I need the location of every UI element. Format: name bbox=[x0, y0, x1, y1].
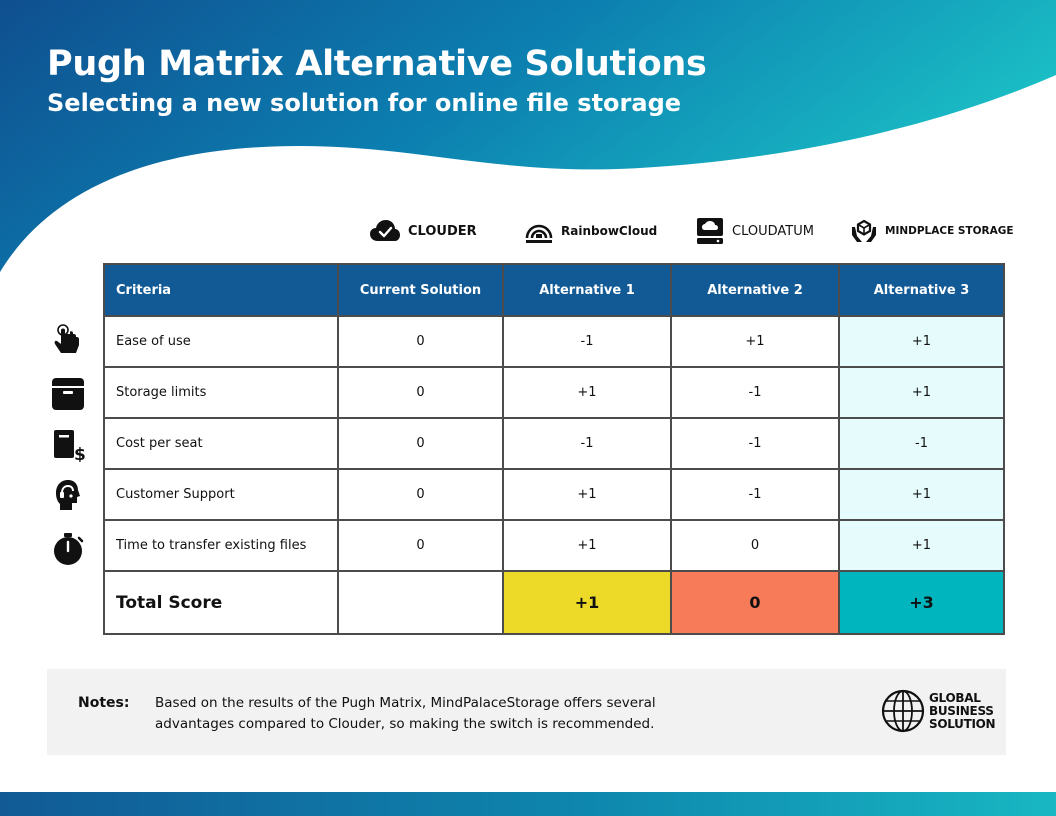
score-cell-alt3: -1 bbox=[838, 417, 1005, 470]
global-business-solution-logo: GLOBAL BUSINESS SOLUTION bbox=[881, 689, 996, 733]
column-header-current-solution: Current Solution bbox=[337, 263, 504, 317]
score-cell-alt3: +1 bbox=[838, 468, 1005, 521]
total-score-current bbox=[337, 570, 504, 635]
total-score-row: Total Score +1 0 +3 bbox=[103, 570, 1005, 635]
score-cell-current: 0 bbox=[337, 417, 504, 470]
score-cell-alt1: +1 bbox=[502, 366, 672, 419]
header-wave-background bbox=[0, 0, 1056, 272]
logo-line: SOLUTION bbox=[929, 716, 996, 731]
column-header-alternative-2: Alternative 2 bbox=[670, 263, 840, 317]
score-cell-alt3: +1 bbox=[838, 315, 1005, 368]
hands-cube-icon bbox=[852, 219, 876, 242]
notes-text: Based on the results of the Pugh Matrix,… bbox=[155, 695, 656, 732]
total-score-label: Total Score bbox=[103, 570, 339, 635]
criteria-cell: Customer Support bbox=[103, 468, 339, 521]
score-cell-current: 0 bbox=[337, 519, 504, 572]
table-header-row: Criteria Current Solution Alternative 1 … bbox=[103, 263, 1005, 317]
column-header-criteria: Criteria bbox=[103, 263, 339, 317]
table-row: Cost per seat 0 -1 -1 -1 bbox=[103, 417, 1005, 470]
score-cell-current: 0 bbox=[337, 468, 504, 521]
pugh-matrix-table: Criteria Current Solution Alternative 1 … bbox=[103, 263, 1005, 635]
brand-rainbowcloud: RainbowCloud bbox=[525, 216, 657, 246]
score-cell-current: 0 bbox=[337, 315, 504, 368]
svg-text:$: $ bbox=[74, 445, 86, 462]
criteria-cell: Ease of use bbox=[103, 315, 339, 368]
criteria-cell: Time to transfer existing files bbox=[103, 519, 339, 572]
cost-dollar-icon: $ bbox=[50, 426, 86, 462]
score-cell-alt1: +1 bbox=[502, 468, 672, 521]
hand-pointer-icon bbox=[50, 322, 86, 358]
brand-clouder: CLOUDER bbox=[370, 216, 477, 246]
brand-name: RainbowCloud bbox=[561, 224, 658, 238]
logo-line: GLOBAL bbox=[929, 690, 981, 705]
brand-name: MINDPLACE STORAGE bbox=[885, 225, 1014, 237]
page-subtitle: Selecting a new solution for online file… bbox=[47, 89, 682, 117]
total-score-alt1: +1 bbox=[502, 570, 672, 635]
criteria-cell: Storage limits bbox=[103, 366, 339, 419]
page-title: Pugh Matrix Alternative Solutions bbox=[47, 44, 707, 84]
rainbow-cloud-icon bbox=[525, 224, 553, 243]
cloud-check-icon bbox=[370, 220, 400, 241]
score-cell-alt3: +1 bbox=[838, 519, 1005, 572]
column-header-alternative-3: Alternative 3 bbox=[838, 263, 1005, 317]
archive-box-icon bbox=[50, 375, 86, 411]
score-cell-alt1: -1 bbox=[502, 417, 672, 470]
table-row: Storage limits 0 +1 -1 +1 bbox=[103, 366, 1005, 419]
total-score-alt3: +3 bbox=[838, 570, 1005, 635]
logo-line: BUSINESS bbox=[929, 703, 994, 718]
brand-name: CLOUDATUM bbox=[732, 223, 814, 239]
brand-mindplace-storage: MINDPLACE STORAGE bbox=[851, 216, 1014, 246]
score-cell-alt1: -1 bbox=[502, 315, 672, 368]
stopwatch-icon bbox=[50, 531, 86, 567]
notes-box: Notes: Based on the results of the Pugh … bbox=[47, 669, 1006, 755]
logo-text: GLOBAL BUSINESS SOLUTION bbox=[929, 690, 996, 731]
column-header-alternative-1: Alternative 1 bbox=[502, 263, 672, 317]
server-cloud-icon bbox=[697, 218, 723, 244]
score-cell-current: 0 bbox=[337, 366, 504, 419]
footer-bar bbox=[0, 792, 1056, 816]
globe-icon bbox=[881, 689, 925, 733]
table-row: Time to transfer existing files 0 +1 0 +… bbox=[103, 519, 1005, 572]
criteria-cell: Cost per seat bbox=[103, 417, 339, 470]
score-cell-alt2: +1 bbox=[670, 315, 840, 368]
brand-cloudatum: CLOUDATUM bbox=[696, 216, 814, 246]
headset-support-icon bbox=[50, 477, 86, 513]
score-cell-alt2: 0 bbox=[670, 519, 840, 572]
table-row: Customer Support 0 +1 -1 +1 bbox=[103, 468, 1005, 521]
brand-name: CLOUDER bbox=[408, 223, 477, 239]
score-cell-alt2: -1 bbox=[670, 417, 840, 470]
score-cell-alt3: +1 bbox=[838, 366, 1005, 419]
score-cell-alt1: +1 bbox=[502, 519, 672, 572]
score-cell-alt2: -1 bbox=[670, 468, 840, 521]
notes-label: Notes: bbox=[78, 695, 130, 711]
score-cell-alt2: -1 bbox=[670, 366, 840, 419]
total-score-alt2: 0 bbox=[670, 570, 840, 635]
table-row: Ease of use 0 -1 +1 +1 bbox=[103, 315, 1005, 368]
